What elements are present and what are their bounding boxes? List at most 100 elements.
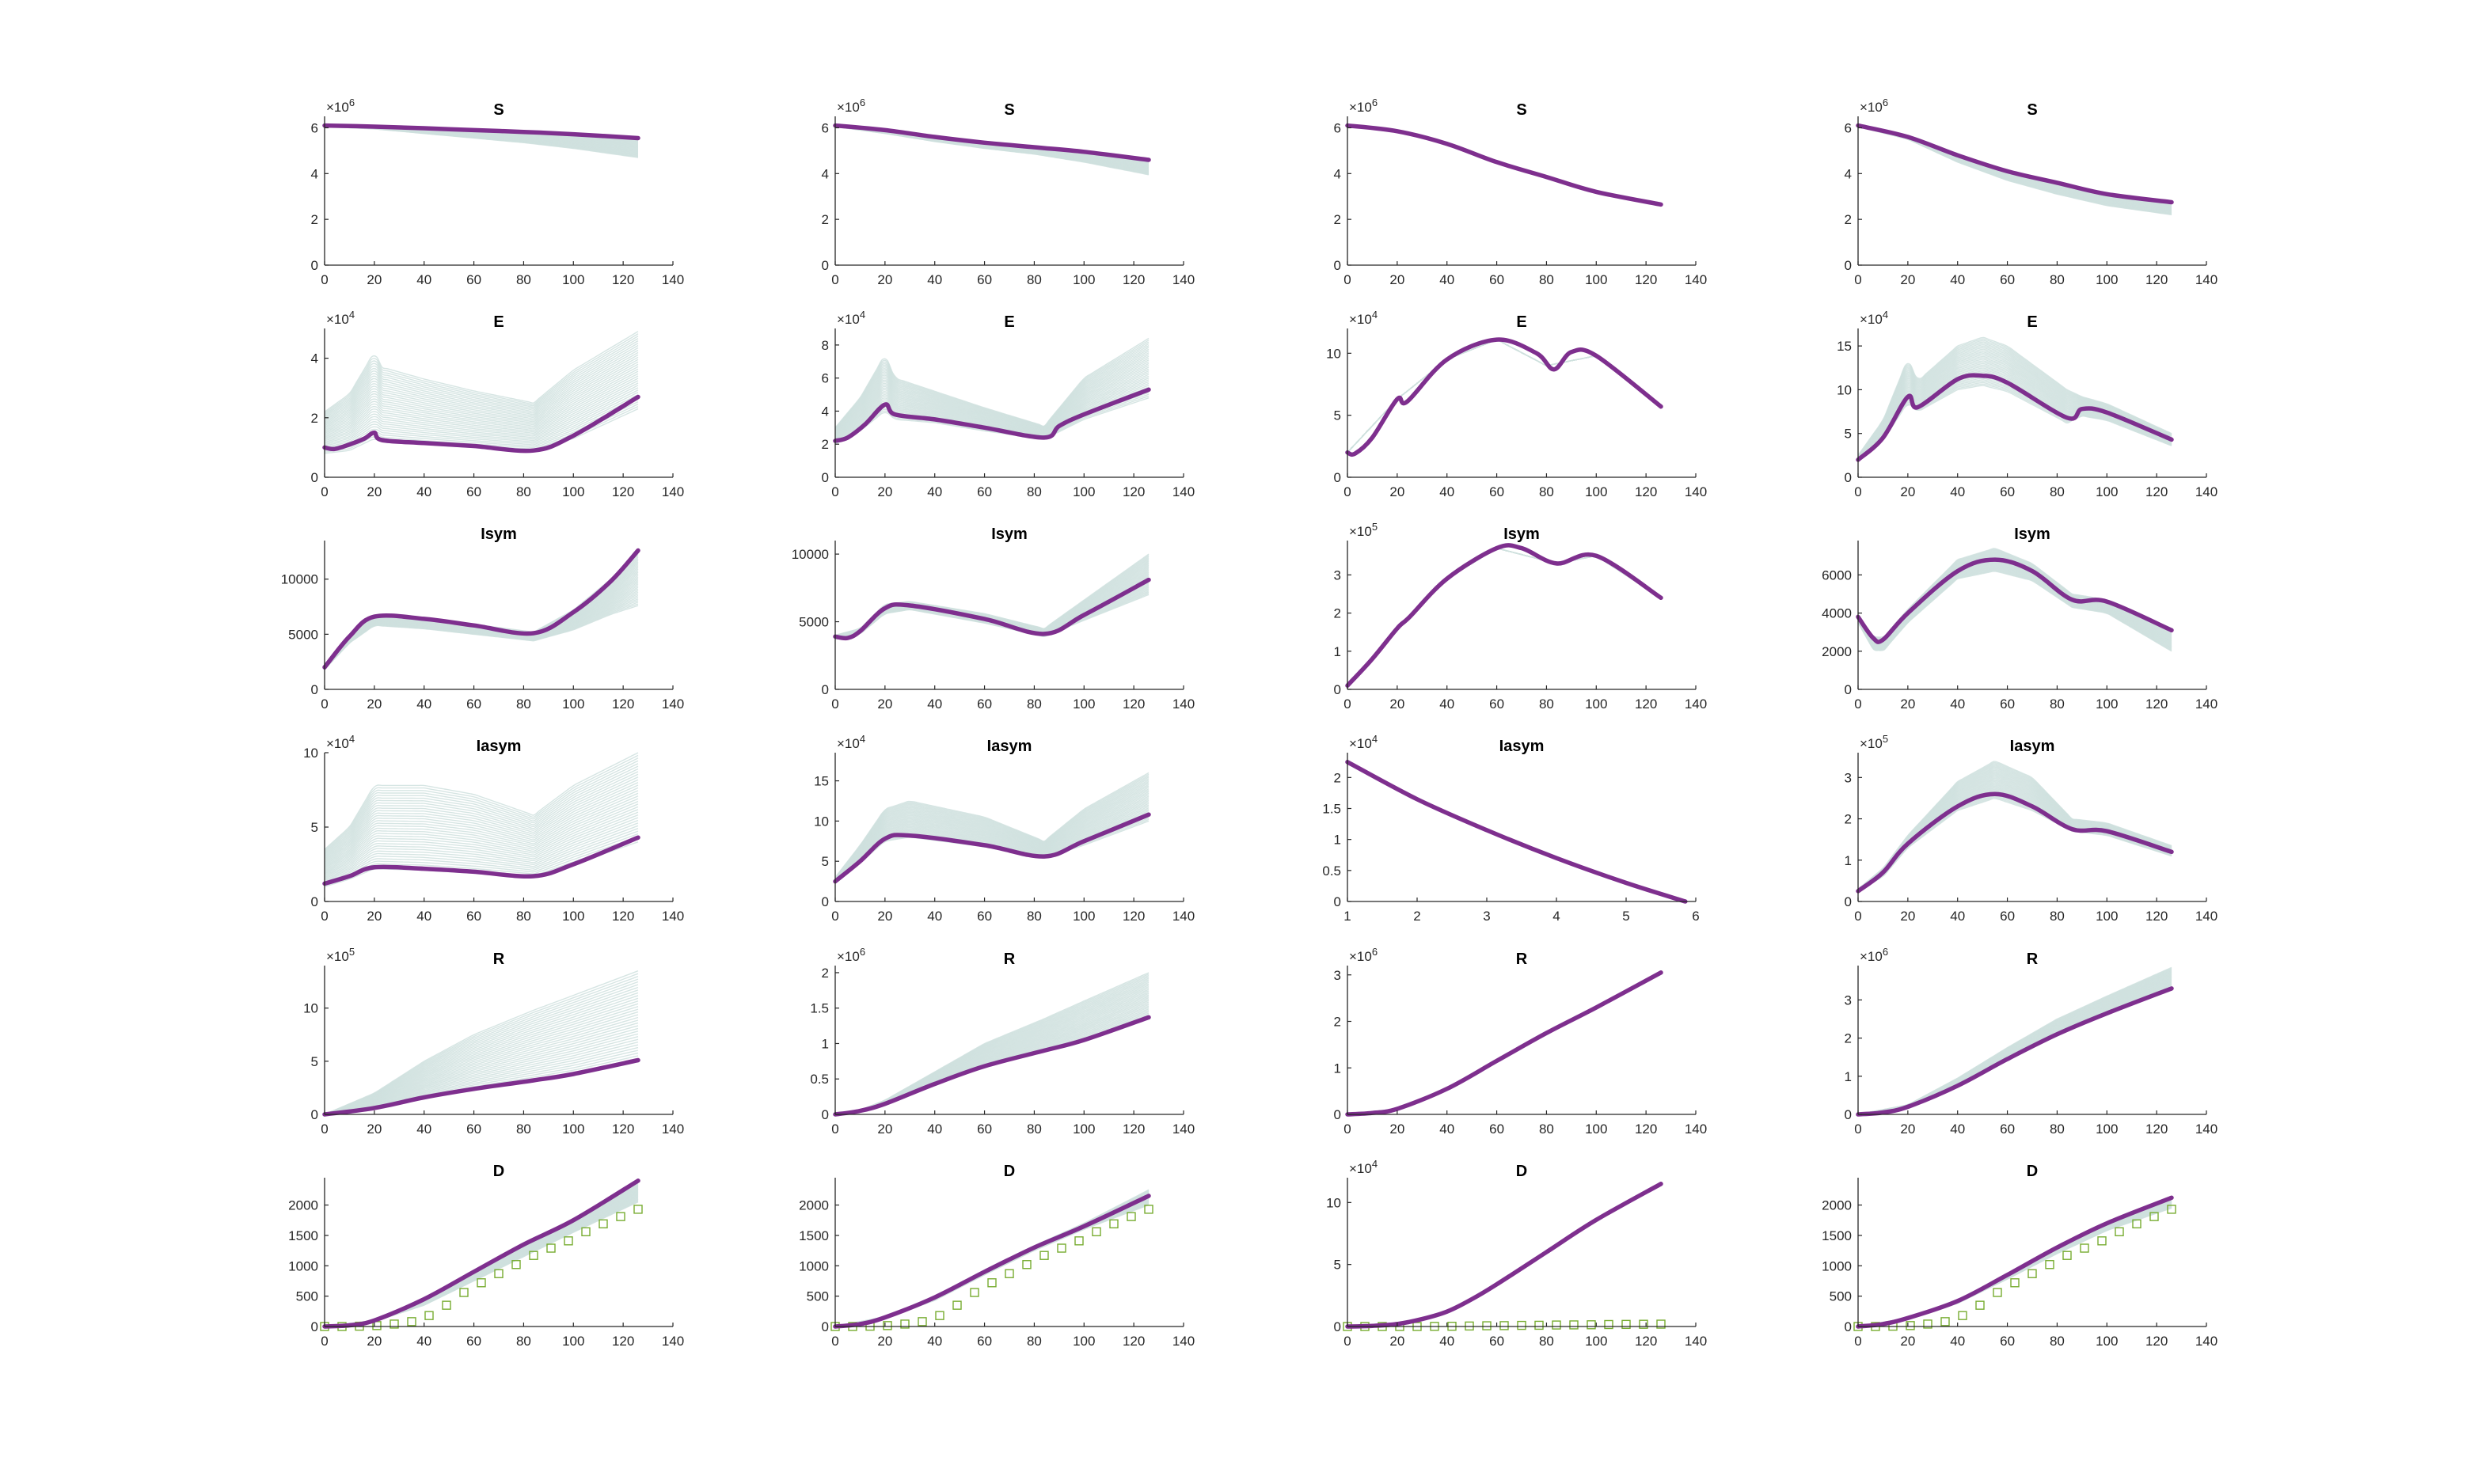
x-tick-label: 40 <box>416 696 431 712</box>
ensemble-trajectory <box>1347 1184 1661 1326</box>
ensemble-trajectory <box>1347 1184 1661 1326</box>
x-tick-label: 100 <box>562 696 584 712</box>
ensemble-trajectory <box>1347 548 1661 685</box>
x-tick-label: 0 <box>1854 1334 1861 1349</box>
x-tick-label: 0 <box>1343 1122 1351 1137</box>
ensemble-trajectory <box>1347 1184 1661 1326</box>
y-tick-label: 0 <box>822 470 829 485</box>
x-tick-label: 120 <box>612 1334 634 1349</box>
x-tick-label: 40 <box>927 1122 942 1137</box>
y-tick-label: 10 <box>814 814 829 829</box>
x-tick-label: 100 <box>562 909 584 924</box>
x-tick-label: 20 <box>1900 909 1915 924</box>
y-tick-label: 2 <box>1334 1015 1341 1030</box>
axis-exponent-label: ×105 <box>326 946 355 964</box>
y-tick-label: 10000 <box>792 547 829 562</box>
ensemble-trajectory <box>1347 340 1661 452</box>
x-tick-label: 20 <box>367 484 382 499</box>
ensemble-trajectory <box>1347 548 1661 685</box>
y-tick-label: 6 <box>1334 120 1341 135</box>
ensemble-trajectory <box>1347 973 1661 1114</box>
ensemble-trajectory <box>1347 762 1685 901</box>
ensemble-trajectory <box>1347 340 1661 452</box>
observed-point <box>1605 1320 1613 1328</box>
ensemble-trajectory <box>1347 762 1685 901</box>
y-tick-label: 2 <box>311 212 318 227</box>
x-tick-label: 140 <box>1685 1334 1707 1349</box>
x-tick-label: 80 <box>516 1334 531 1349</box>
observed-point <box>634 1205 642 1213</box>
ensemble-trajectory <box>1347 340 1661 452</box>
ensemble-trajectory <box>325 1186 638 1326</box>
ensemble-trajectory <box>1347 548 1661 685</box>
x-tick-label: 140 <box>1685 272 1707 287</box>
x-tick-label: 60 <box>977 484 992 499</box>
y-tick-label: 1.5 <box>810 1001 829 1016</box>
observed-point <box>1093 1228 1100 1235</box>
ensemble-trajectory <box>1347 1184 1661 1326</box>
x-tick-label: 120 <box>2145 909 2168 924</box>
y-tick-label: 1500 <box>799 1228 829 1243</box>
y-tick-label: 1 <box>1845 1069 1852 1084</box>
x-tick-label: 140 <box>662 484 684 499</box>
ensemble-trajectory <box>1347 762 1685 901</box>
ensemble-trajectory <box>1347 973 1661 1114</box>
x-tick-label: 0 <box>1343 484 1351 499</box>
ensemble-trajectory <box>1347 1184 1661 1326</box>
x-tick-label: 100 <box>1073 1122 1095 1137</box>
x-tick-label: 40 <box>1950 909 1965 924</box>
x-tick-label: 100 <box>1073 1334 1095 1349</box>
x-tick-label: 120 <box>1635 1122 1657 1137</box>
ensemble-trajectory <box>1347 548 1661 685</box>
y-tick-label: 500 <box>296 1289 318 1304</box>
subplot-title: D <box>1516 1163 1527 1180</box>
ensemble-trajectory <box>1347 340 1661 452</box>
x-tick-label: 140 <box>1685 1122 1707 1137</box>
y-tick-label: 4000 <box>1822 606 1852 621</box>
ensemble-trajectory <box>1347 973 1661 1114</box>
x-tick-label: 80 <box>1027 909 1042 924</box>
ensemble-trajectory <box>325 971 638 1114</box>
ensemble-trajectory <box>1347 548 1661 685</box>
ensemble-trajectory <box>1347 340 1661 452</box>
ensemble-trajectory <box>1347 548 1661 685</box>
y-tick-label: 0 <box>1845 894 1852 909</box>
ensemble-trajectory <box>1347 548 1661 685</box>
ensemble-trajectory <box>1347 548 1661 685</box>
subplot-title: Iasym <box>987 738 1032 755</box>
ensemble-trajectory <box>1347 973 1661 1114</box>
y-tick-label: 6 <box>1845 120 1852 135</box>
x-tick-label: 100 <box>1073 272 1095 287</box>
x-tick-label: 140 <box>1172 909 1195 924</box>
subplot-title: Iasym <box>477 738 522 755</box>
y-tick-label: 3 <box>1334 567 1341 583</box>
y-tick-label: 1000 <box>799 1258 829 1273</box>
ensemble-trajectory <box>1347 548 1661 685</box>
ensemble-trajectory <box>1347 762 1685 901</box>
ensemble-trajectory <box>1347 762 1685 901</box>
ensemble-trajectory <box>1858 1207 2172 1326</box>
ensemble-trajectory <box>1347 548 1661 685</box>
x-tick-label: 140 <box>1685 696 1707 712</box>
x-tick-label: 0 <box>1854 484 1861 499</box>
y-tick-label: 0.5 <box>1322 863 1341 879</box>
ensemble-trajectory <box>1347 1184 1661 1326</box>
ensemble-trajectory <box>1347 973 1661 1114</box>
y-tick-label: 4 <box>822 404 829 419</box>
ensemble-trajectory <box>1347 973 1661 1114</box>
fit-line <box>1858 1197 2172 1326</box>
observed-point <box>936 1311 944 1319</box>
x-tick-label: 20 <box>1389 1122 1404 1137</box>
x-tick-label: 140 <box>2195 909 2217 924</box>
observed-point <box>1127 1213 1135 1220</box>
axis-exponent-label: ×104 <box>1349 309 1378 327</box>
ensemble-trajectory <box>1347 762 1685 901</box>
axis-exponent-power: 4 <box>860 733 865 745</box>
subplot-title: D <box>2027 1163 2038 1180</box>
x-tick-label: 20 <box>1900 696 1915 712</box>
y-tick-label: 2 <box>1845 812 1852 827</box>
observed-point <box>1622 1320 1630 1328</box>
ensemble-trajectory <box>1347 340 1661 452</box>
x-tick-label: 100 <box>1073 484 1095 499</box>
